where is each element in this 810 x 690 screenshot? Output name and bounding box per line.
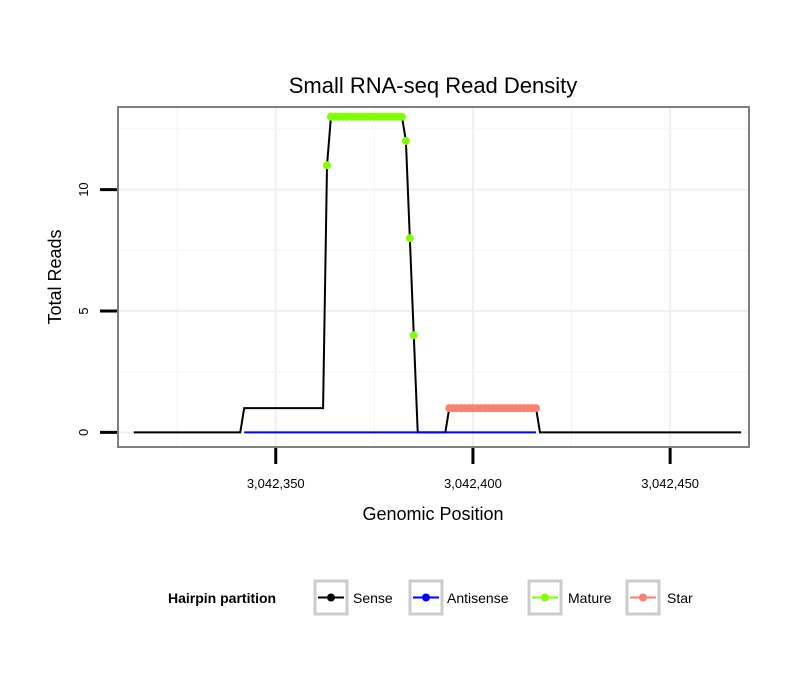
plot-panel-border <box>117 106 750 448</box>
mature-point <box>405 234 414 243</box>
legend-label-antisense: Antisense <box>447 590 509 606</box>
series-mature <box>323 112 418 340</box>
y-tick-label: 0 <box>76 429 91 436</box>
y-tick-label: 10 <box>76 182 91 196</box>
axes: 3,042,350 3,042,400 3,042,450 0 5 10 <box>76 182 699 491</box>
legend-key-star <box>625 579 661 616</box>
x-tick-label: 3,042,400 <box>444 476 502 491</box>
chart-title: Small RNA-seq Read Density <box>289 73 578 98</box>
series-layer <box>133 112 742 434</box>
y-tick-label: 5 <box>76 307 91 314</box>
plot-panel-background <box>118 107 749 447</box>
series-star <box>445 404 541 413</box>
x-tick-label: 3,042,350 <box>247 476 305 491</box>
y-axis-title: Total Reads <box>45 229 65 324</box>
legend: Hairpin partition Sense Antisense Mature St… <box>168 579 693 616</box>
legend-key-sense <box>313 579 349 616</box>
legend-title: Hairpin partition <box>168 590 276 606</box>
x-tick-label: 3,042,450 <box>641 476 699 491</box>
mature-point <box>409 331 418 340</box>
mature-point <box>397 112 406 121</box>
legend-key-point <box>639 593 647 602</box>
legend-key-point <box>541 593 549 602</box>
legend-label-mature: Mature <box>568 590 612 606</box>
x-axis-title: Genomic Position <box>362 504 503 524</box>
legend-key-mature <box>527 579 563 616</box>
mature-point <box>323 161 332 170</box>
star-point <box>532 404 541 413</box>
legend-label-star: Star <box>667 590 693 606</box>
legend-key-point <box>422 593 430 602</box>
legend-key-antisense <box>408 579 444 616</box>
legend-key-point <box>327 593 335 602</box>
mature-point <box>401 137 410 145</box>
legend-label-sense: Sense <box>353 590 393 606</box>
